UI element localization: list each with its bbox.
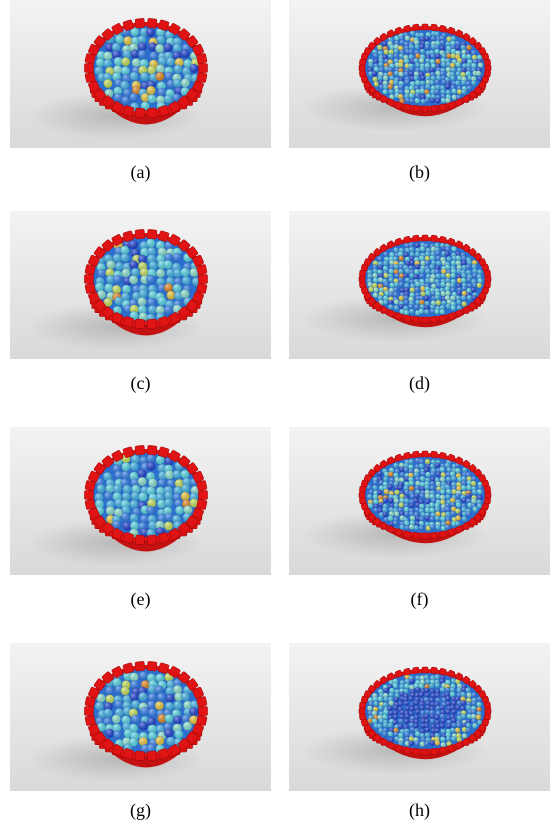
panel-g bbox=[10, 643, 271, 791]
panel-d bbox=[289, 211, 550, 359]
caption-h: (h) bbox=[409, 800, 430, 820]
bowl-render-a bbox=[10, 0, 271, 148]
bowl-render-f bbox=[289, 427, 550, 575]
panel-b bbox=[289, 0, 550, 148]
bowl-render-e bbox=[10, 427, 271, 575]
caption-f: (f) bbox=[410, 589, 429, 609]
caption-e: (e) bbox=[130, 589, 151, 609]
panel-e bbox=[10, 427, 271, 575]
caption-d: (d) bbox=[409, 373, 430, 393]
panel-h bbox=[289, 643, 550, 791]
bowl-render-b bbox=[289, 0, 550, 148]
bowl-render-g bbox=[10, 643, 271, 791]
caption-a: (a) bbox=[130, 162, 151, 182]
bowl-render-c bbox=[10, 211, 271, 359]
caption-b: (b) bbox=[409, 162, 430, 182]
bowl-render-d bbox=[289, 211, 550, 359]
caption-c: (c) bbox=[130, 373, 151, 393]
bowl-render-h bbox=[289, 643, 550, 791]
panel-f bbox=[289, 427, 550, 575]
caption-g: (g) bbox=[130, 800, 151, 820]
panel-c bbox=[10, 211, 271, 359]
panel-a bbox=[10, 0, 271, 148]
